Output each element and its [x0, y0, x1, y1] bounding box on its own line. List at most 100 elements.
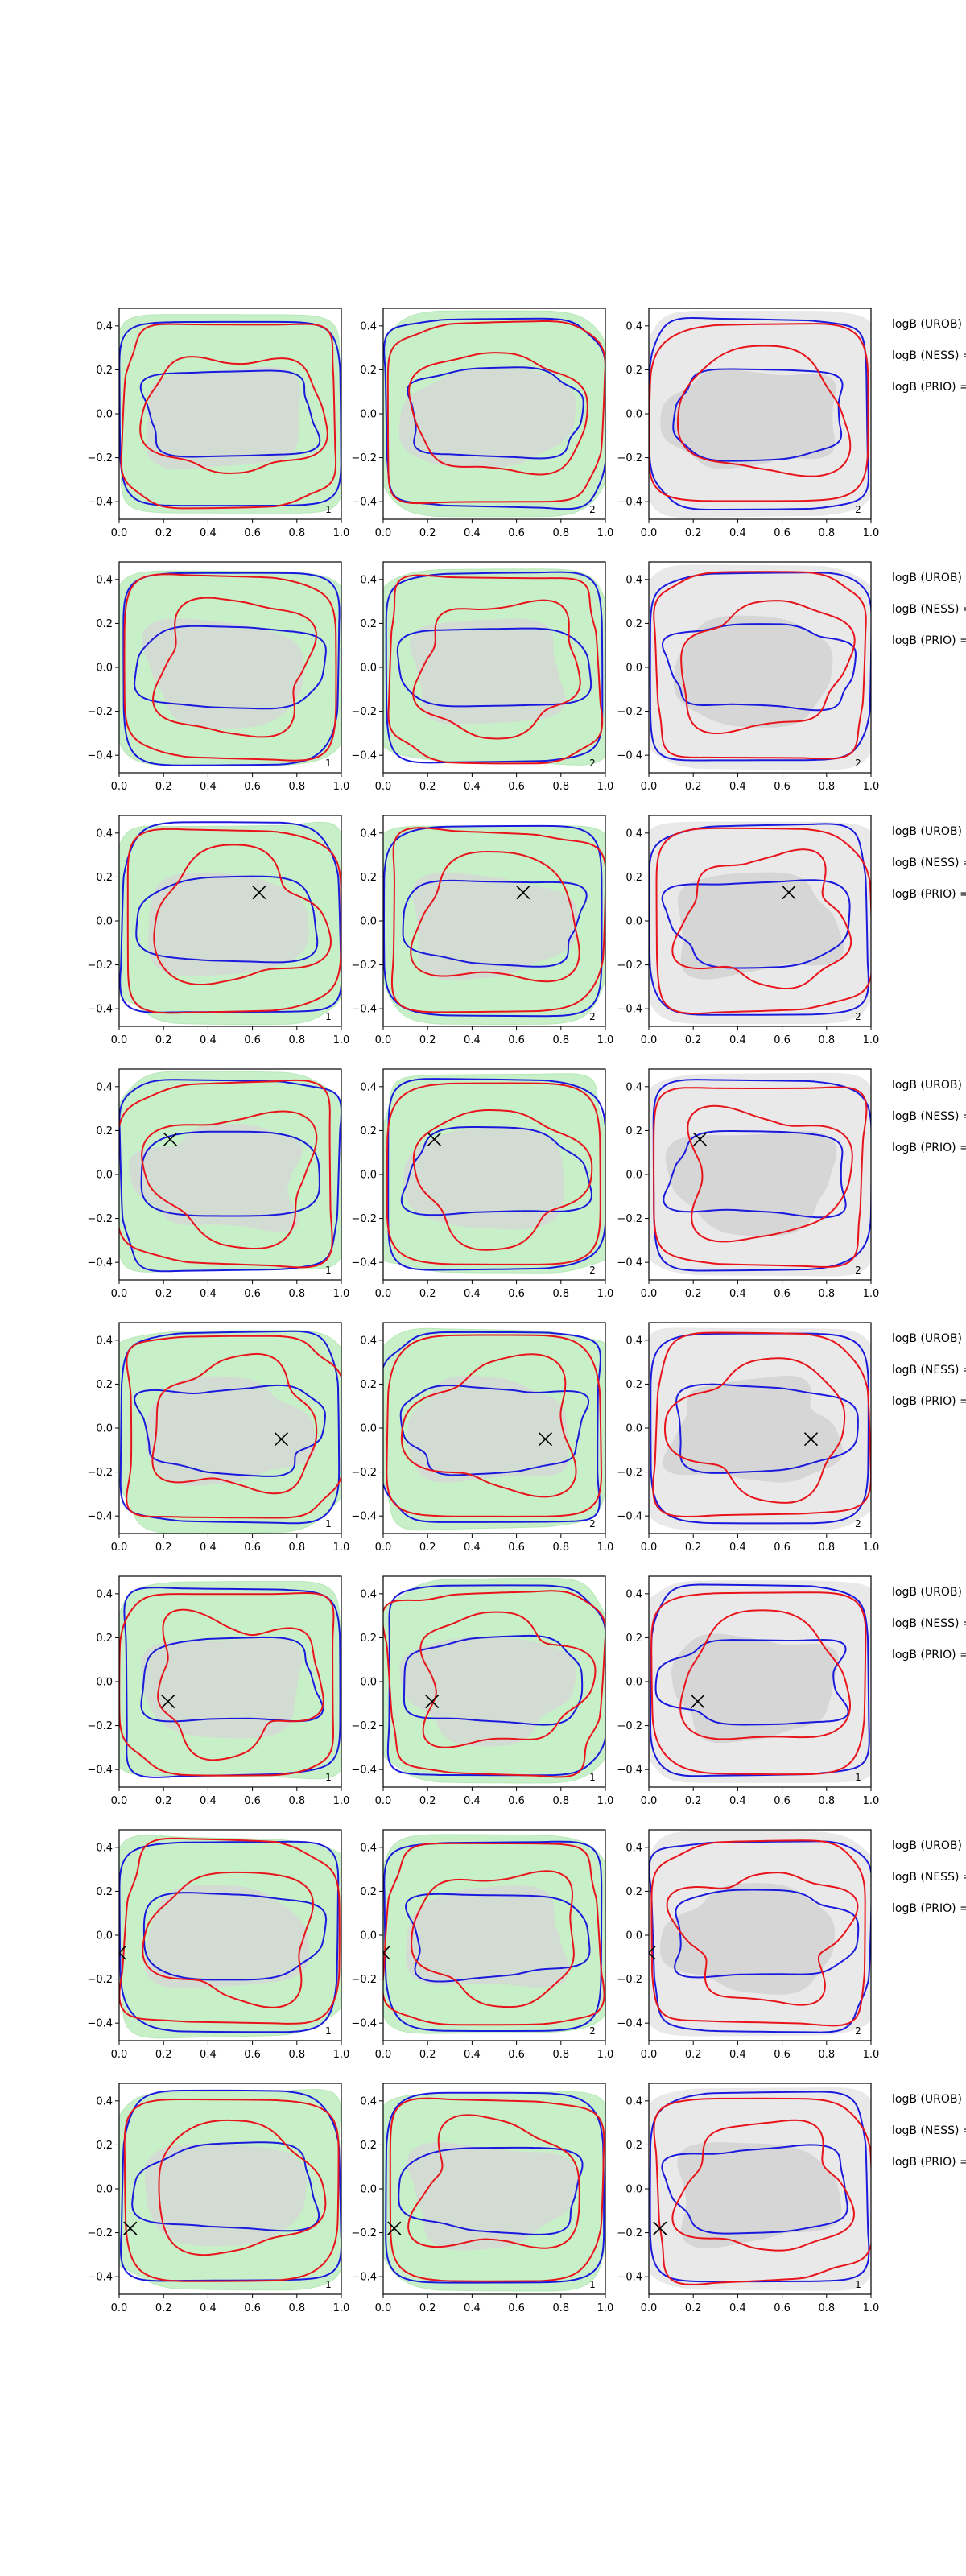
panel-r4-c2: 2 0.0 0.2 0.4 0.6 0.8 1.0 0.4 0.2 0.0 −0.2 −0.4 — [351, 1068, 613, 1300]
x-tick-label: 0.2 — [419, 1795, 436, 1807]
gray-region — [142, 617, 304, 729]
y-tick-label: −0.4 — [617, 1765, 642, 1777]
x-tick-label: 1.0 — [333, 527, 350, 539]
x-tick-label: 0.0 — [641, 2302, 658, 2314]
y-tick-label: 0.2 — [96, 365, 113, 377]
red-contour-inner — [158, 2119, 327, 2256]
x-tick-label: 0.2 — [155, 781, 172, 793]
red-contour-inner — [676, 345, 852, 477]
x-tick-label: 0.8 — [552, 781, 569, 793]
gray-region — [406, 1885, 570, 1988]
x-tick-label: 0.0 — [641, 781, 658, 793]
blue-contour-outer — [122, 572, 341, 766]
x-tick-label: 0.0 — [111, 1795, 128, 1807]
x-tick-label: 0.0 — [375, 1288, 392, 1300]
red-contour-outer — [126, 828, 341, 1014]
x-tick-label: 0.8 — [288, 1795, 305, 1807]
red-contour-outer — [653, 571, 867, 760]
blue-contour-outer — [383, 1331, 601, 1523]
x-tick-label: 0.8 — [552, 1034, 569, 1046]
x-tick-label: 1.0 — [333, 1795, 350, 1807]
blue-contour-outer — [649, 1583, 870, 1777]
y-tick-label: 0.4 — [96, 1842, 113, 1854]
blue-contour-inner — [672, 368, 844, 462]
panel-r1-c3: 2 0.0 0.2 0.4 0.6 0.8 1.0 0.4 0.2 0.0 −0.2 −0.4 — [617, 308, 879, 539]
x-tick-label: 0.8 — [288, 527, 305, 539]
x-tick-label: 1.0 — [597, 2302, 614, 2314]
side-label: logB (PRIO) = — [892, 381, 966, 394]
panel-corner-label: 2 — [855, 2025, 861, 2037]
x-tick-label: 0.2 — [155, 1034, 172, 1046]
blue-contour-outer — [119, 821, 341, 1013]
panel-corner-label: 2 — [855, 1265, 861, 1276]
x-tick-label: 0.8 — [288, 2302, 305, 2314]
y-tick-label: −0.4 — [617, 750, 642, 762]
x-tick-label: 0.8 — [818, 1288, 835, 1300]
blue-contour-outer — [119, 1079, 341, 1273]
x-tick-label: 0.2 — [155, 2049, 172, 2061]
red-contour-outer — [383, 1842, 605, 2026]
blue-contour-outer — [385, 2091, 605, 2284]
y-tick-label: −0.4 — [87, 750, 113, 762]
panel-r5-c2: 2 0.0 0.2 0.4 0.6 0.8 1.0 0.4 0.2 0.0 −0.2 −0.4 — [351, 1322, 613, 1554]
side-label: logB (NESS) = — [892, 1364, 966, 1377]
y-tick-label: −0.4 — [351, 2272, 377, 2284]
x-tick-label: 0.4 — [464, 1034, 481, 1046]
x-tick-label: 0.6 — [508, 1795, 525, 1807]
y-tick-label: −0.4 — [87, 2018, 113, 2030]
x-tick-label: 0.2 — [685, 527, 702, 539]
y-tick-label: 0.0 — [360, 916, 377, 928]
y-tick-label: 0.2 — [625, 1633, 642, 1645]
y-tick-label: 0.0 — [360, 1423, 377, 1435]
x-tick-label: 0.8 — [818, 1795, 835, 1807]
y-tick-label: −0.2 — [351, 1720, 377, 1732]
true-value-marker — [653, 2221, 667, 2235]
y-tick-label: −0.2 — [351, 1467, 377, 1479]
blue-contour-inner — [134, 1384, 326, 1477]
x-tick-label: 0.8 — [552, 1795, 569, 1807]
blue-contour-inner — [135, 875, 319, 964]
y-tick-label: 0.0 — [96, 1423, 113, 1435]
y-tick-label: −0.4 — [617, 1257, 642, 1269]
gray-region — [660, 369, 836, 469]
y-tick-label: 0.4 — [625, 320, 642, 332]
y-tick-label: 0.4 — [625, 828, 642, 840]
x-tick-label: 0.6 — [508, 781, 525, 793]
panel-r2-c3: 2 0.0 0.2 0.4 0.6 0.8 1.0 0.4 0.2 0.0 −0.2 −0.4 — [617, 561, 880, 793]
x-tick-label: 0.2 — [419, 1288, 436, 1300]
y-tick-label: 0.2 — [360, 2140, 377, 2152]
red-contour-inner — [663, 1357, 846, 1504]
x-tick-label: 0.2 — [155, 1288, 172, 1300]
red-contour-inner — [419, 1611, 597, 1748]
blue-contour-inner — [661, 2144, 848, 2235]
y-tick-label: −0.2 — [87, 2227, 113, 2240]
panel-corner-label: 1 — [325, 1518, 332, 1530]
x-tick-label: 0.4 — [200, 1542, 217, 1554]
x-tick-label: 0.6 — [774, 781, 791, 793]
x-tick-label: 0.2 — [685, 2302, 702, 2314]
red-contour-outer — [655, 827, 871, 1015]
y-tick-label: −0.4 — [87, 1511, 113, 1523]
blue-contour-outer — [385, 571, 604, 764]
y-tick-label: −0.2 — [351, 960, 377, 972]
x-tick-label: 0.2 — [155, 527, 172, 539]
blue-contour-inner — [661, 623, 857, 712]
y-tick-label: 0.4 — [96, 1081, 113, 1093]
side-label: logB (NESS) = — [892, 349, 966, 362]
y-tick-label: −0.2 — [87, 960, 113, 972]
y-tick-label: 0.0 — [96, 2184, 113, 2196]
red-contour-inner — [408, 352, 588, 476]
gray-region — [663, 1375, 844, 1483]
x-tick-label: 0.4 — [200, 1288, 217, 1300]
blue-contour-inner — [661, 879, 851, 969]
x-tick-label: 0.4 — [464, 527, 481, 539]
x-tick-label: 1.0 — [863, 781, 880, 793]
red-contour-outer — [383, 1590, 605, 1778]
y-tick-label: 0.0 — [360, 409, 377, 421]
y-tick-label: −0.4 — [617, 2272, 642, 2284]
x-tick-label: 0.0 — [375, 781, 392, 793]
x-tick-label: 0.0 — [641, 1795, 658, 1807]
y-tick-label: 0.2 — [96, 1125, 113, 1137]
panel-r2-c2: 2 0.0 0.2 0.4 0.6 0.8 1.0 0.4 0.2 0.0 −0.2 −0.4 — [351, 561, 613, 793]
side-label: logB (PRIO) = — [892, 634, 966, 647]
